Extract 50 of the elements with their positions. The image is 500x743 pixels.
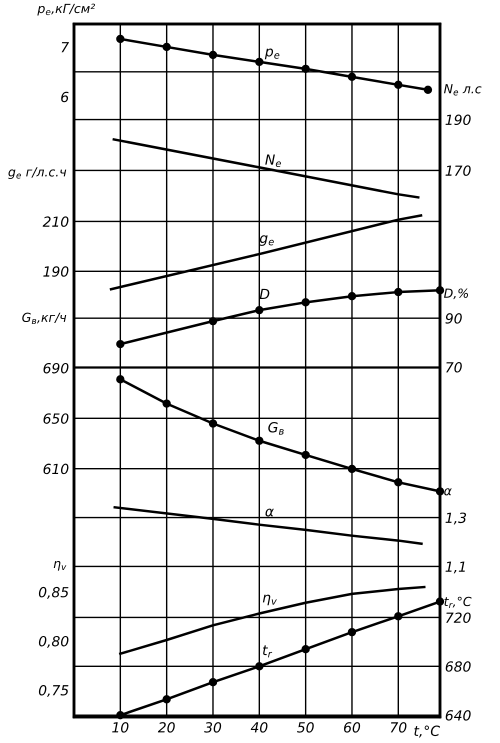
series-label: D — [260, 288, 270, 300]
y-tick-label: 190 — [43, 266, 68, 277]
series-label: α — [266, 508, 274, 517]
y-tick-label: 90 — [445, 313, 462, 324]
y-tick-label: 70 — [446, 362, 462, 373]
x-tick-label: 10 — [112, 722, 128, 733]
y-tick-label: 680 — [446, 661, 471, 672]
y-tick-label: 650 — [44, 413, 68, 424]
y-axis-title: p$_{e}$,кГ/см² — [37, 4, 95, 16]
y-axis-title: g$_{e}$ г/л.с.ч — [8, 167, 66, 180]
x-tick-label: 60 — [344, 722, 360, 733]
x-tick-label: 20 — [158, 722, 175, 733]
y-axis-title: G$_{в}$,кг/ч — [22, 312, 66, 324]
y-axis-title: N$_{e}$ л.с — [444, 84, 482, 96]
x-axis-title: t,°C — [414, 726, 440, 738]
y-axis-title: η$_{v}$ — [54, 560, 66, 571]
point — [162, 695, 171, 704]
point — [255, 662, 264, 670]
series-label: N$_{e}$ — [265, 154, 281, 168]
series-label: η$_{v}$ — [262, 594, 277, 606]
y-tick-label: 640 — [446, 710, 471, 721]
y-axis-title: t$_{r}$,°C — [444, 596, 472, 608]
y-axis-title: α — [444, 488, 452, 496]
series-label: t$_{r}$ — [262, 645, 272, 658]
point — [424, 86, 432, 94]
series-label: p$_{e}$ — [264, 48, 280, 60]
y-tick-label: 7 — [62, 42, 70, 52]
y-tick-label: 1,3 — [446, 512, 466, 524]
point — [301, 645, 310, 654]
y-tick-label: 690 — [44, 362, 68, 374]
y-tick-label: 720 — [446, 612, 471, 623]
x-tick-label: 40 — [250, 722, 268, 733]
point — [208, 678, 218, 686]
x-tick-label: 50 — [297, 722, 314, 733]
x-tick-label: 30 — [204, 722, 222, 733]
y-tick-label: 170 — [446, 165, 471, 176]
point — [394, 612, 402, 620]
series-label: g$_{e}$ — [260, 235, 274, 246]
y-tick-label: 6 — [61, 92, 69, 102]
series-label: G$_{в}$ — [268, 422, 284, 435]
y-tick-label: 0,80 — [38, 636, 68, 648]
y-tick-label: 190 — [446, 114, 471, 126]
x-tick-label: 70 — [390, 722, 406, 733]
y-tick-label: 0,75 — [38, 684, 68, 697]
y-tick-label: 610 — [44, 464, 68, 474]
y-tick-label: 210 — [42, 216, 68, 227]
y-tick-label: 1,1 — [446, 562, 465, 574]
y-axis-title: D,% — [444, 288, 468, 300]
point — [348, 628, 356, 636]
y-tick-label: 0,85 — [38, 586, 68, 599]
